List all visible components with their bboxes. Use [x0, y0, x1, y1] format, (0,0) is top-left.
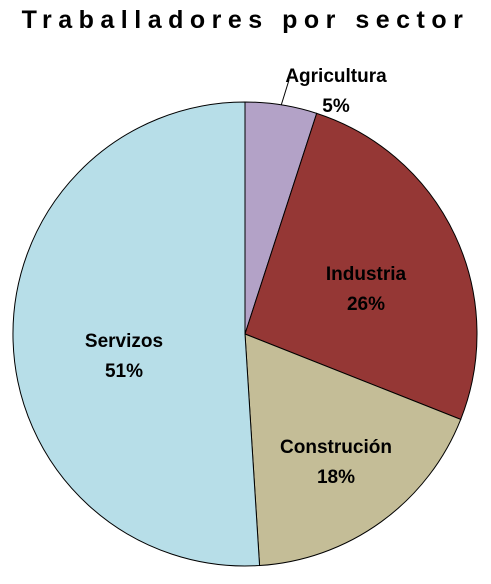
pie-slice-industria — [244, 112, 478, 421]
slice-label-industria: Industria 26% — [326, 264, 407, 315]
leader-line-agricultura — [280, 79, 290, 106]
leader-lines — [280, 79, 290, 106]
pie-slice-servizos — [12, 101, 261, 567]
chart-title: Traballadores por sector — [21, 6, 470, 34]
slice-label-agricultura: Agricultura 5% — [285, 66, 387, 117]
slice-name: Servizos — [85, 331, 163, 352]
slice-percent: 51% — [105, 361, 143, 382]
slice-name: Construción — [280, 437, 392, 458]
slice-percent: 18% — [317, 467, 355, 488]
slice-label-servizos: Servizos 51% — [85, 331, 163, 382]
slice-name: Agricultura — [285, 66, 387, 87]
pie-slices — [12, 101, 478, 567]
slice-label-construción: Construción 18% — [280, 437, 392, 488]
slice-name: Industria — [326, 264, 407, 285]
pie-slice-construción — [244, 333, 462, 567]
slice-percent: 5% — [322, 96, 350, 117]
slice-labels: Agricultura 5% Industria 26% Construción 18% S… — [85, 66, 407, 488]
slice-percent: 26% — [347, 294, 385, 315]
